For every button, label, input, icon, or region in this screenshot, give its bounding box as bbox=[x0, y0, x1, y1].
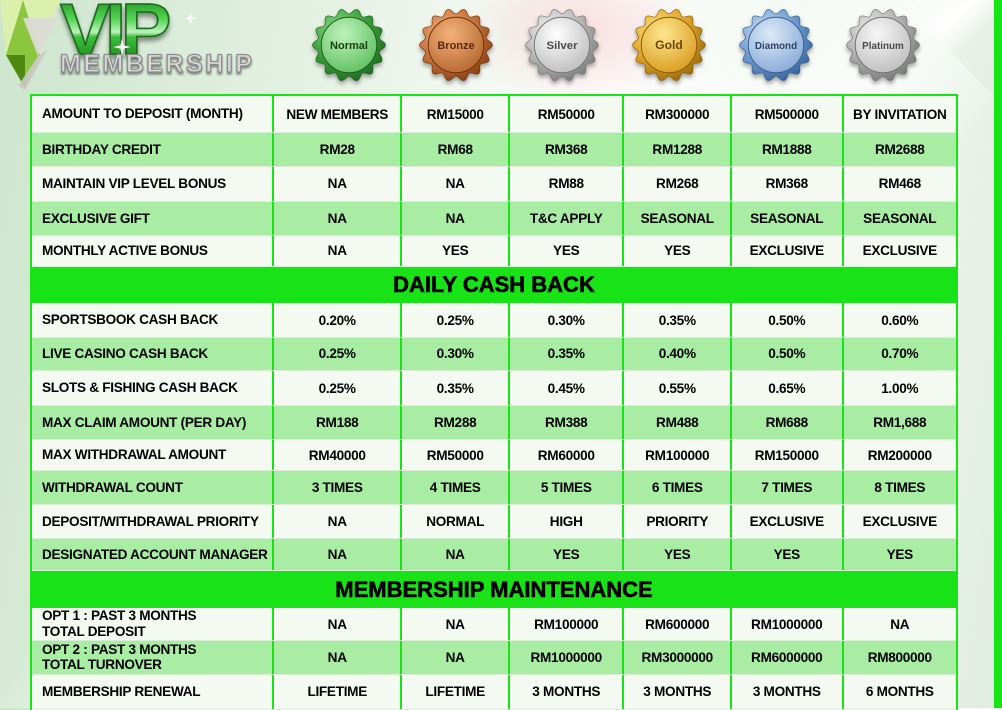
svg-text:Platinum: Platinum bbox=[862, 41, 904, 52]
svg-text:Diamond: Diamond bbox=[755, 41, 797, 52]
svg-text:Normal: Normal bbox=[330, 40, 368, 52]
svg-text:Silver: Silver bbox=[547, 40, 579, 52]
svg-text:Bronze: Bronze bbox=[437, 40, 474, 52]
svg-text:Gold: Gold bbox=[655, 38, 683, 52]
